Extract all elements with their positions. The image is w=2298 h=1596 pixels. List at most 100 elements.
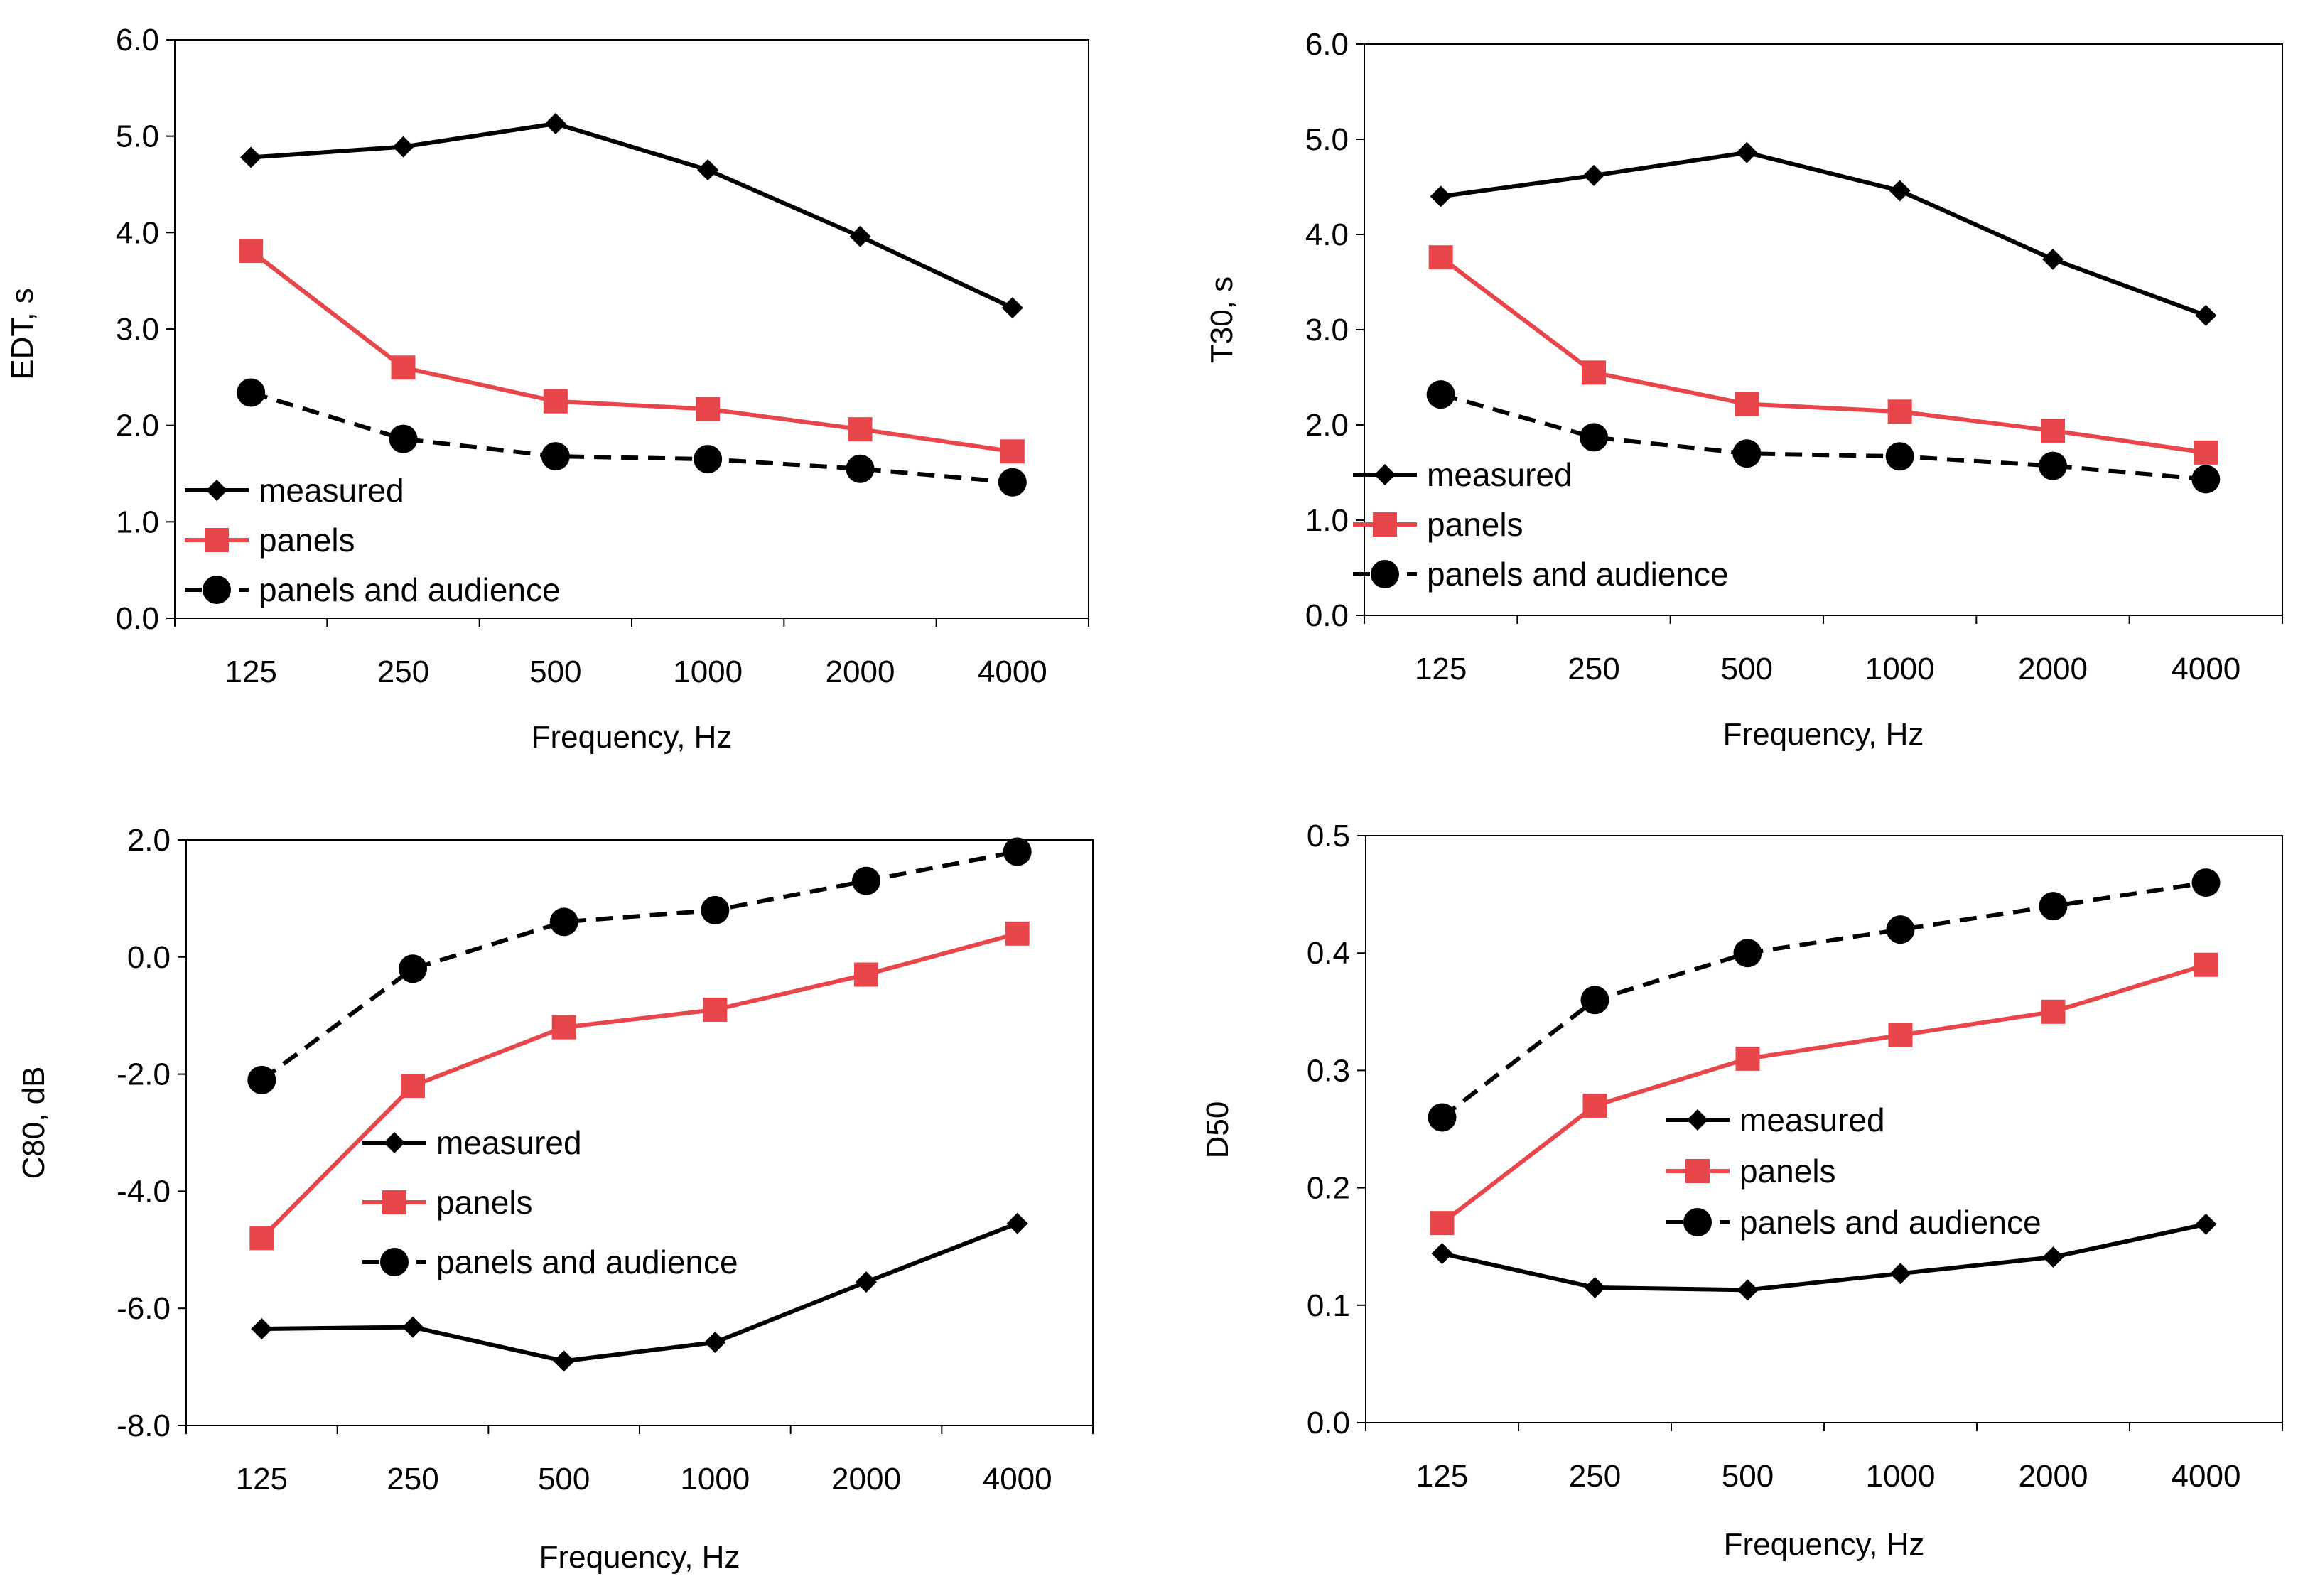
- y-tick-label: 4.0: [1305, 217, 1349, 252]
- x-tick-label: 250: [377, 654, 429, 689]
- series-measured: [251, 1212, 1028, 1372]
- data-point: [1735, 392, 1759, 416]
- y-tick-label: 0.2: [1307, 1171, 1350, 1206]
- x-tick-label: 2000: [2019, 1459, 2088, 1494]
- x-tick-label: 1000: [1866, 1459, 1936, 1494]
- series-panels: [239, 239, 1025, 464]
- data-point: [247, 1065, 276, 1094]
- legend-label: panels and audience: [1739, 1204, 2041, 1241]
- x-tick-label: 4000: [2171, 652, 2240, 686]
- y-tick-label: -2.0: [117, 1057, 171, 1092]
- x-tick-label: 2000: [826, 654, 895, 689]
- legend-marker: [1687, 1109, 1708, 1131]
- chart-t30: 0.0 1.0 2.0 3.0 4.0 5.0 6.0 125 250 500 1000 2000 40…: [1204, 27, 2283, 752]
- legend: measured panels panels and audience: [362, 1124, 738, 1280]
- series-line: [1440, 880, 2206, 1119]
- data-point: [1582, 1093, 1607, 1118]
- y-tick-label: 3.0: [1305, 313, 1349, 347]
- legend-marker: [382, 1190, 406, 1214]
- legend-label: panels: [436, 1184, 533, 1221]
- series-line: [1441, 1222, 2207, 1293]
- data-point: [1887, 399, 1912, 424]
- data-point: [1426, 380, 1455, 409]
- series-line: [260, 849, 1018, 1082]
- x-tick-label: 500: [1721, 652, 1773, 686]
- data-point: [402, 1316, 424, 1338]
- series-line: [250, 390, 1013, 485]
- data-point: [694, 445, 723, 474]
- y-tick-label: 0.0: [1305, 598, 1349, 633]
- legend-marker: [1683, 1208, 1712, 1236]
- data-point: [249, 1226, 274, 1251]
- data-point: [848, 417, 873, 442]
- x-tick-label: 125: [1415, 652, 1467, 686]
- legend-marker: [1371, 560, 1399, 588]
- x-tick-label: 4000: [2172, 1459, 2241, 1494]
- data-point: [1888, 1023, 1913, 1047]
- legend-marker: [203, 576, 231, 604]
- data-point: [2042, 1246, 2064, 1268]
- data-point: [703, 997, 728, 1022]
- x-tick-label: 2000: [831, 1462, 901, 1497]
- x-axis-title: Frequency, Hz: [1723, 717, 1924, 752]
- data-point: [1735, 1046, 1760, 1071]
- y-tick-label: 0.0: [116, 601, 159, 636]
- data-point: [1000, 439, 1025, 464]
- legend-label: measured: [436, 1124, 582, 1161]
- data-point: [849, 225, 871, 247]
- data-point: [846, 454, 875, 483]
- data-point: [1430, 185, 1452, 207]
- series-panels: [1430, 952, 2218, 1236]
- series-line: [249, 249, 1013, 454]
- data-point: [1889, 180, 1911, 202]
- data-point: [2191, 868, 2221, 897]
- legend-label: measured: [1739, 1101, 1885, 1138]
- y-axis-title: T30, s: [1204, 276, 1239, 363]
- data-point: [239, 239, 264, 264]
- legend-label: panels: [259, 522, 355, 559]
- data-point: [1003, 837, 1032, 866]
- y-tick-label: 1.0: [116, 505, 159, 539]
- x-tick-label: 500: [538, 1462, 590, 1497]
- data-point: [1582, 360, 1606, 385]
- y-axis-title: C80, dB: [16, 1067, 51, 1180]
- data-point: [553, 1350, 575, 1372]
- data-point: [549, 907, 578, 937]
- data-point: [697, 159, 719, 181]
- data-point: [1580, 986, 1609, 1015]
- x-tick-label: 250: [1568, 652, 1619, 686]
- y-tick-label: 0.3: [1307, 1053, 1350, 1088]
- legend-marker: [206, 480, 227, 501]
- x-tick-label: 1000: [673, 654, 743, 689]
- data-point: [854, 962, 878, 987]
- data-point: [251, 1318, 273, 1340]
- data-point: [401, 1074, 425, 1099]
- legend: measured panels panels and audience: [1353, 456, 1729, 593]
- y-tick-label: 2.0: [116, 409, 159, 443]
- data-point: [1733, 939, 1762, 968]
- series-panels-and-audience: [237, 378, 1027, 497]
- y-tick-label: -8.0: [117, 1408, 171, 1443]
- data-point: [1428, 245, 1453, 270]
- data-point: [1584, 1277, 1606, 1299]
- series-panels: [249, 921, 1030, 1251]
- data-point: [391, 355, 416, 380]
- series-panels-and-audience: [1428, 868, 2221, 1132]
- series-line: [1440, 962, 2207, 1225]
- data-point: [543, 389, 568, 414]
- data-point: [1430, 1211, 1455, 1236]
- legend-marker: [384, 1132, 405, 1153]
- x-axis-title: Frequency, Hz: [539, 1540, 740, 1575]
- y-tick-label: -6.0: [117, 1291, 171, 1326]
- series-line: [250, 122, 1014, 310]
- legend-label: panels: [1427, 506, 1523, 543]
- data-point: [1580, 423, 1608, 452]
- legend-label: panels and audience: [1427, 556, 1729, 593]
- data-point: [696, 397, 721, 421]
- data-point: [1583, 164, 1604, 186]
- x-tick-label: 2000: [2018, 652, 2088, 686]
- data-point: [240, 146, 262, 168]
- y-tick-label: 5.0: [116, 119, 159, 154]
- y-tick-label: 0.0: [1307, 1406, 1350, 1440]
- legend-marker: [380, 1248, 409, 1276]
